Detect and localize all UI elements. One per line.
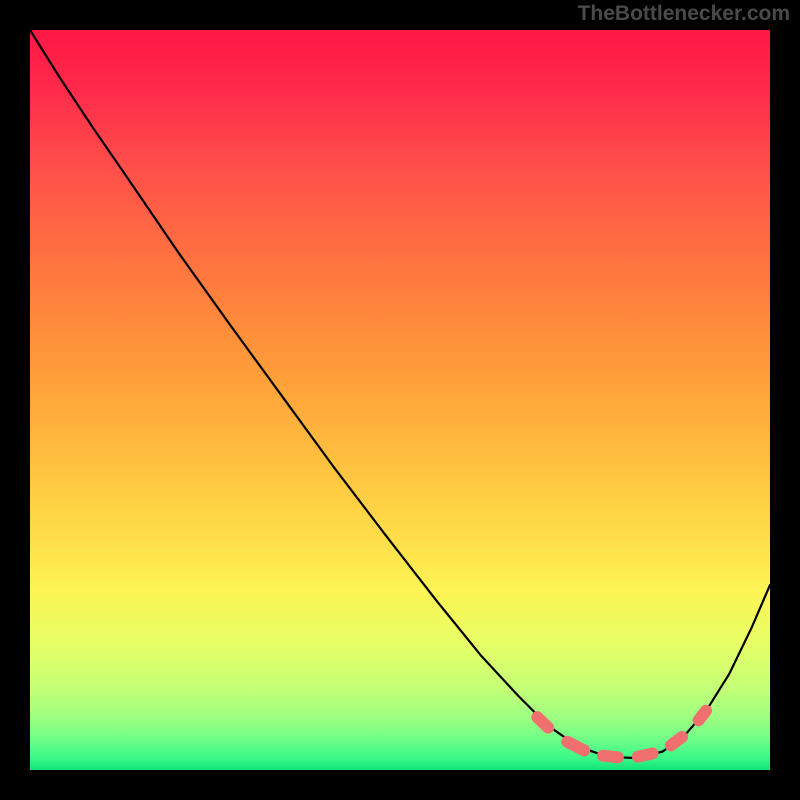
watermark-text: TheBottlenecker.com (578, 2, 790, 26)
plot-area (30, 30, 770, 770)
curve-path (30, 30, 770, 758)
bottleneck-curve (30, 30, 770, 770)
